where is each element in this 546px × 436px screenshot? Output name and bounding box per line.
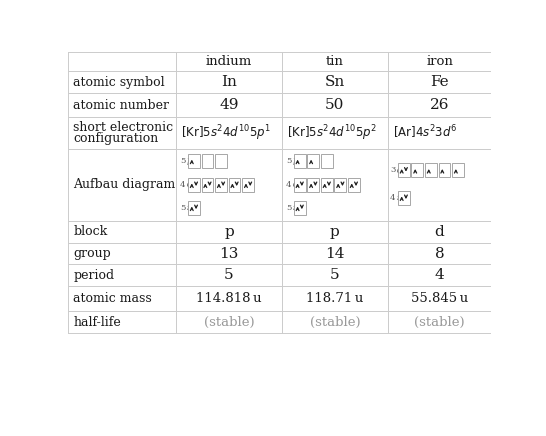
Text: 4: 4 — [180, 181, 186, 189]
Bar — [334, 178, 346, 192]
Text: 4: 4 — [390, 194, 395, 202]
Bar — [294, 201, 306, 215]
Bar — [201, 178, 213, 192]
Text: (stable): (stable) — [414, 316, 465, 329]
Text: tin: tin — [326, 55, 344, 68]
Text: s: s — [187, 203, 191, 212]
Text: $[\mathrm{Kr}]5s^24d^{10}5p^2$: $[\mathrm{Kr}]5s^24d^{10}5p^2$ — [287, 123, 377, 143]
Text: 5: 5 — [286, 204, 291, 212]
Text: $[\mathrm{Kr}]5s^24d^{10}5p^1$: $[\mathrm{Kr}]5s^24d^{10}5p^1$ — [181, 123, 271, 143]
Bar — [188, 154, 200, 168]
Text: configuration: configuration — [73, 132, 158, 145]
Text: d: d — [293, 180, 298, 189]
Bar — [307, 154, 319, 168]
Bar — [398, 163, 410, 177]
Text: Fe: Fe — [430, 75, 449, 89]
Bar — [242, 178, 254, 192]
Text: indium: indium — [206, 55, 252, 68]
Bar — [294, 178, 306, 192]
Text: d: d — [435, 225, 444, 239]
Bar — [188, 178, 200, 192]
Text: d: d — [187, 180, 193, 189]
Text: block: block — [73, 225, 108, 238]
Bar — [294, 154, 306, 168]
Bar — [425, 163, 437, 177]
Text: 13: 13 — [219, 247, 239, 261]
Text: 4: 4 — [435, 269, 444, 283]
Text: iron: iron — [426, 55, 453, 68]
Text: p: p — [330, 225, 340, 239]
Bar — [188, 201, 200, 215]
Bar — [307, 178, 319, 192]
Bar — [412, 163, 423, 177]
Text: (stable): (stable) — [204, 316, 254, 329]
Text: d: d — [396, 166, 402, 175]
Text: period: period — [73, 269, 115, 282]
Text: p: p — [224, 225, 234, 239]
Bar — [321, 154, 333, 168]
Text: atomic mass: atomic mass — [73, 293, 152, 305]
Bar — [229, 178, 240, 192]
Text: 5: 5 — [286, 157, 291, 165]
Text: In: In — [221, 75, 237, 89]
Text: group: group — [73, 247, 111, 260]
Text: 8: 8 — [435, 247, 444, 261]
Text: 50: 50 — [325, 98, 345, 112]
Text: 114.818 u: 114.818 u — [196, 293, 262, 305]
Text: s: s — [396, 193, 401, 202]
Text: 5: 5 — [180, 157, 186, 165]
Text: (stable): (stable) — [310, 316, 360, 329]
Bar — [398, 191, 410, 205]
Text: 14: 14 — [325, 247, 345, 261]
Text: 26: 26 — [430, 98, 449, 112]
Text: 49: 49 — [219, 98, 239, 112]
Bar — [452, 163, 464, 177]
Text: Sn: Sn — [325, 75, 345, 89]
Text: atomic symbol: atomic symbol — [73, 76, 165, 89]
Bar — [201, 154, 213, 168]
Text: p: p — [293, 157, 298, 165]
Text: atomic number: atomic number — [73, 99, 169, 112]
Bar — [321, 178, 333, 192]
Bar — [215, 178, 227, 192]
Bar — [438, 163, 450, 177]
Bar — [215, 154, 227, 168]
Text: 5: 5 — [330, 269, 340, 283]
Text: 3: 3 — [390, 166, 395, 174]
Text: short electronic: short electronic — [73, 120, 174, 133]
Text: 5: 5 — [224, 269, 234, 283]
Text: 55.845 u: 55.845 u — [411, 293, 468, 305]
Text: p: p — [187, 157, 193, 165]
Text: Aufbau diagram: Aufbau diagram — [73, 178, 176, 191]
Text: 5: 5 — [180, 204, 186, 212]
Text: 4: 4 — [286, 181, 291, 189]
Text: 118.71 u: 118.71 u — [306, 293, 364, 305]
Text: $[\mathrm{Ar}]4s^23d^6$: $[\mathrm{Ar}]4s^23d^6$ — [393, 124, 457, 142]
Bar — [348, 178, 360, 192]
Text: half-life: half-life — [73, 316, 121, 329]
Text: s: s — [293, 203, 297, 212]
